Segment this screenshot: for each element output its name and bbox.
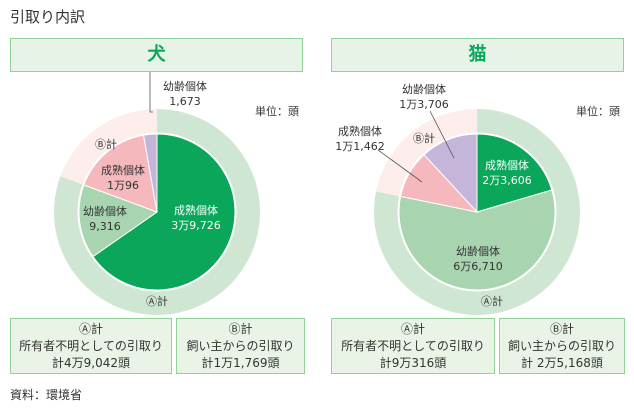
figure-title: 引取り内訳 — [10, 8, 86, 26]
dog-inner-slice-0 — [92, 133, 236, 291]
dog-young-b-label: 幼齢個体 1,673 — [163, 80, 207, 108]
cat-young-b-label: 幼齢個体 1万3,706 — [399, 83, 449, 111]
source-note: 資料：環境省 — [10, 388, 83, 402]
cat-ring-b-label: Ⓑ計 — [413, 132, 435, 145]
dog-summary-b: Ⓑ計 飼い主からの引取り 計1万1,769頭 — [176, 318, 305, 374]
dog-ring-a-label: Ⓐ計 — [146, 295, 168, 308]
cat-inner-slice-1 — [398, 189, 556, 291]
cat-ring-a-label: Ⓐ計 — [481, 295, 503, 308]
dog-inner-slice-1 — [78, 184, 159, 258]
cat-mature-b-label: 成熟個体 1万1,462 — [335, 125, 385, 153]
dog-young-b-leader — [149, 68, 153, 113]
dog-inner-slice-2 — [83, 134, 158, 213]
dog-unit: 単位：頭 — [255, 105, 299, 118]
dog-summary-a: Ⓐ計 所有者不明としての引取り 計4万9,042頭 — [10, 318, 172, 374]
cat-mature-b-leader — [377, 149, 423, 183]
dog-inner-slice-3 — [143, 133, 158, 213]
cat-mature-a-label: 成熟個体 2万3,606 — [482, 159, 532, 187]
dog-header: 犬 — [10, 38, 303, 72]
dog-ring-b-label: Ⓑ計 — [95, 138, 117, 151]
cat-summary-a: Ⓐ計 所有者不明としての引取り 計9万316頭 — [331, 318, 495, 374]
dog-young-a-label: 幼齢個体 9,316 — [83, 205, 127, 233]
cat-inner-slice-0 — [476, 133, 553, 213]
dog-mature-a-label: 成熟個体 3万9,726 — [171, 204, 221, 232]
cat-header: 猫 — [331, 38, 624, 72]
cat-inner-slice-3 — [423, 133, 478, 214]
cat-summary-b: Ⓑ計 飼い主からの引取り計 2万5,168頭 — [499, 318, 625, 374]
dog-mature-b-label: 成熟個体 1万96 — [101, 164, 145, 192]
cat-unit: 単位：頭 — [576, 105, 620, 118]
cat-young-a-label: 幼齢個体 6万6,710 — [453, 245, 503, 273]
cat-young-b-leader — [429, 110, 455, 159]
